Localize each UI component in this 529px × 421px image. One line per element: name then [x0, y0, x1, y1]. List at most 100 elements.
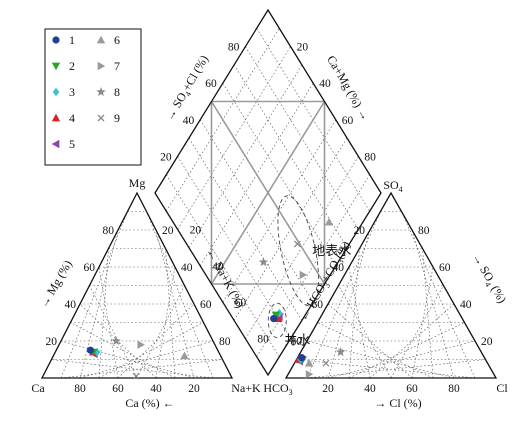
anion-hco3-tick: 40	[333, 262, 345, 274]
anion-grid-line	[422, 248, 434, 379]
anion-grid-line	[296, 359, 476, 379]
anion-point	[304, 359, 314, 367]
diamond-reference-line	[210, 101, 326, 285]
legend-marker	[51, 139, 60, 149]
diamond-camg-tick: 80	[364, 151, 376, 163]
legend-marker	[96, 87, 106, 97]
cation-mg-tick: 60	[84, 262, 96, 274]
diamond-camg-tick: 40	[319, 78, 331, 90]
cation-grid-line	[117, 303, 195, 379]
anion-point	[322, 359, 330, 367]
cation-point	[86, 346, 95, 354]
legend-label: 2	[69, 59, 75, 73]
cation-mg-tick: 20	[46, 336, 58, 348]
diamond-point	[324, 217, 334, 226]
legend-label: 6	[114, 33, 120, 47]
diagram-grid	[51, 28, 486, 379]
cation-grid-line	[60, 340, 195, 379]
diamond-so4cl-tick: 60	[205, 78, 217, 90]
legend-marker	[52, 87, 60, 97]
cation-grid-line	[79, 303, 157, 379]
well-water-label: 井水	[284, 333, 310, 348]
cation-ca-tick: 60	[112, 383, 124, 395]
vertex-so4-subscript: 4	[399, 185, 403, 194]
cation-grid-line	[79, 340, 214, 379]
cation-ca-tick: 20	[188, 383, 200, 395]
legend-label: 7	[114, 59, 120, 73]
legend-marker	[97, 61, 106, 71]
cation-point	[180, 351, 189, 360]
anion-so4-tick: 80	[418, 225, 430, 237]
anion-cl-tick: 40	[364, 383, 376, 395]
field-outlines	[267, 195, 319, 339]
anion-hco3-tick: 20	[354, 225, 366, 237]
vertex-so4: SO4	[383, 178, 402, 194]
anion-triangle	[284, 191, 498, 379]
legend-label: 4	[69, 111, 75, 125]
cation-grid-line	[51, 359, 214, 379]
diamond-point	[299, 270, 308, 280]
diamond-so4cl-tick: 80	[228, 42, 240, 54]
axis-title-ca: Ca (%) ←	[125, 396, 174, 410]
anion-grid-line	[338, 285, 392, 379]
cation-grid-line	[165, 248, 176, 379]
cation-point	[132, 372, 140, 380]
anion-so4-tick: 40	[460, 299, 472, 311]
anion-hco3-tick: 60	[312, 299, 324, 311]
cation-grid-line	[155, 229, 195, 379]
legend-marker	[96, 35, 106, 44]
diamond-point	[271, 311, 281, 320]
vertex-ca: Ca	[31, 381, 45, 395]
legend-label: 3	[69, 85, 75, 99]
anion-grid-line	[327, 340, 476, 379]
anion-grid-line	[411, 266, 434, 379]
legend-marker	[51, 113, 61, 122]
anion-hco3-tick: 80	[291, 336, 303, 348]
cation-point	[111, 336, 121, 346]
anion-point	[298, 354, 306, 362]
anion-cl-tick: 80	[448, 383, 460, 395]
cation-ca-tick: 80	[74, 383, 86, 395]
anion-grid-line	[390, 285, 444, 379]
legend-marker	[97, 114, 105, 122]
well-water-field	[267, 302, 287, 339]
vertex-nak: Na+K	[231, 381, 261, 395]
vertex-cl: Cl	[496, 381, 508, 395]
anion-point	[305, 370, 314, 379]
anion-so4-tick: 60	[439, 262, 451, 274]
anion-grid-line	[306, 359, 486, 379]
diamond-camg-tick: 60	[342, 115, 354, 127]
diamond-point	[258, 257, 269, 267]
legend-label: 1	[69, 33, 75, 47]
anion-grid-line	[317, 322, 434, 379]
surface-water-field	[277, 195, 319, 307]
anion-grid-line	[348, 322, 465, 379]
vertex-mg: Mg	[129, 176, 146, 190]
diamond-nak-tick: 40	[212, 261, 224, 273]
anion-cl-tick: 20	[322, 383, 334, 395]
cation-nak-tick: 20	[162, 225, 174, 237]
cation-grid-line	[60, 359, 223, 379]
legend-label: 8	[114, 85, 120, 99]
diamond-camg-tick: 20	[297, 42, 309, 54]
diamond-plot	[154, 8, 382, 377]
cation-triangle	[40, 191, 234, 379]
cation-grid-line	[146, 211, 214, 379]
cation-mg-tick: 80	[103, 225, 115, 237]
legend-label: 9	[114, 111, 120, 125]
cation-grid-line	[89, 285, 138, 379]
data-points	[86, 217, 346, 380]
anion-grid-line	[348, 248, 360, 379]
cation-point	[137, 340, 145, 349]
diamond-point	[293, 240, 301, 248]
surface-water-label: 地表水	[312, 244, 351, 259]
diamond-point	[270, 314, 278, 323]
diamond-so4cl-tick: 20	[160, 151, 172, 163]
cation-nak-tick: 80	[219, 336, 231, 348]
anion-point	[335, 347, 346, 357]
legend: 1 2 3 4 5 6 7 8 9	[44, 28, 142, 166]
cation-nak-tick: 40	[181, 262, 193, 274]
axis-title-cl: → Cl (%)	[374, 396, 421, 410]
cation-nak-tick: 60	[200, 299, 212, 311]
legend-label: 5	[69, 137, 75, 151]
